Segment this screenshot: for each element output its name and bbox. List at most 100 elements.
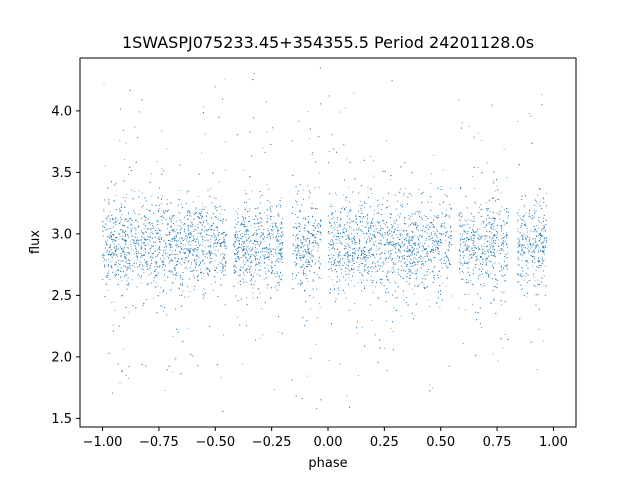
- data-point: [141, 246, 143, 248]
- data-point: [209, 227, 211, 229]
- data-point: [408, 254, 410, 256]
- data-point: [478, 233, 480, 235]
- data-point: [200, 269, 202, 271]
- data-point: [186, 238, 188, 240]
- data-point: [159, 207, 161, 210]
- data-point: [140, 239, 142, 241]
- data-point: [192, 225, 194, 227]
- data-point: [131, 224, 134, 226]
- data-point: [384, 233, 386, 235]
- data-point: [202, 206, 204, 208]
- data-point: [498, 198, 500, 201]
- data-point: [110, 261, 112, 263]
- data-point: [540, 222, 543, 224]
- data-point: [493, 179, 495, 181]
- data-point: [473, 223, 475, 226]
- data-point: [489, 235, 491, 237]
- data-point: [357, 375, 359, 377]
- data-point: [279, 243, 282, 245]
- data-point: [368, 266, 370, 268]
- data-point: [207, 234, 209, 236]
- data-point: [471, 303, 473, 305]
- data-point: [118, 247, 120, 249]
- data-point: [266, 264, 268, 266]
- data-point: [373, 209, 376, 211]
- data-point: [329, 223, 332, 225]
- data-point: [281, 197, 283, 199]
- data-point: [361, 289, 363, 291]
- data-point: [389, 228, 391, 230]
- data-point: [151, 247, 153, 249]
- data-point: [177, 240, 179, 242]
- data-point: [279, 257, 281, 259]
- data-point: [429, 225, 431, 227]
- data-point: [111, 240, 114, 243]
- data-point: [273, 389, 275, 391]
- data-point: [545, 192, 547, 195]
- data-point: [543, 231, 545, 233]
- data-point: [275, 285, 277, 287]
- data-point: [196, 279, 198, 281]
- data-point: [364, 264, 366, 266]
- data-point: [249, 220, 251, 222]
- data-point: [175, 265, 177, 267]
- data-point: [312, 296, 314, 298]
- data-point: [131, 248, 133, 250]
- data-point: [464, 260, 466, 262]
- data-point: [386, 272, 388, 274]
- data-point: [428, 258, 430, 260]
- data-point: [522, 246, 524, 248]
- data-point: [371, 319, 373, 322]
- data-point: [517, 214, 519, 216]
- data-point: [308, 138, 310, 140]
- data-point: [408, 241, 410, 243]
- data-point: [432, 248, 434, 250]
- data-point: [371, 192, 373, 194]
- data-point: [479, 228, 481, 230]
- data-point: [527, 262, 529, 264]
- data-point: [534, 280, 536, 282]
- data-point: [282, 217, 284, 219]
- data-point: [364, 270, 366, 273]
- data-point: [488, 260, 490, 262]
- data-point: [333, 217, 335, 219]
- data-point: [539, 237, 541, 239]
- data-point: [346, 264, 348, 266]
- data-point: [415, 211, 417, 213]
- data-point: [113, 218, 115, 221]
- data-point: [125, 242, 127, 244]
- data-point: [207, 268, 209, 271]
- data-point: [269, 225, 271, 227]
- data-point: [308, 223, 310, 225]
- data-point: [379, 278, 381, 280]
- data-point: [406, 264, 408, 266]
- data-point: [338, 289, 340, 292]
- data-point: [193, 237, 195, 239]
- data-point: [474, 260, 476, 262]
- data-point: [449, 217, 451, 219]
- data-point: [534, 239, 536, 241]
- data-point: [185, 233, 187, 235]
- data-point: [209, 241, 211, 243]
- data-point: [235, 271, 237, 273]
- data-point: [256, 248, 258, 250]
- data-point: [148, 222, 150, 224]
- data-point: [544, 265, 547, 267]
- data-point: [160, 258, 162, 260]
- data-point: [338, 240, 341, 242]
- data-point: [356, 262, 358, 264]
- data-point: [336, 222, 338, 224]
- data-point: [106, 236, 108, 239]
- data-point: [410, 237, 412, 239]
- data-point: [257, 287, 259, 290]
- data-point: [157, 285, 159, 287]
- data-point: [390, 327, 392, 329]
- data-point: [431, 201, 433, 204]
- data-point: [202, 244, 204, 247]
- data-point: [151, 228, 153, 230]
- data-point: [390, 258, 392, 260]
- data-point: [249, 210, 251, 212]
- data-point: [478, 238, 480, 241]
- data-point: [329, 249, 331, 251]
- data-point: [541, 259, 543, 261]
